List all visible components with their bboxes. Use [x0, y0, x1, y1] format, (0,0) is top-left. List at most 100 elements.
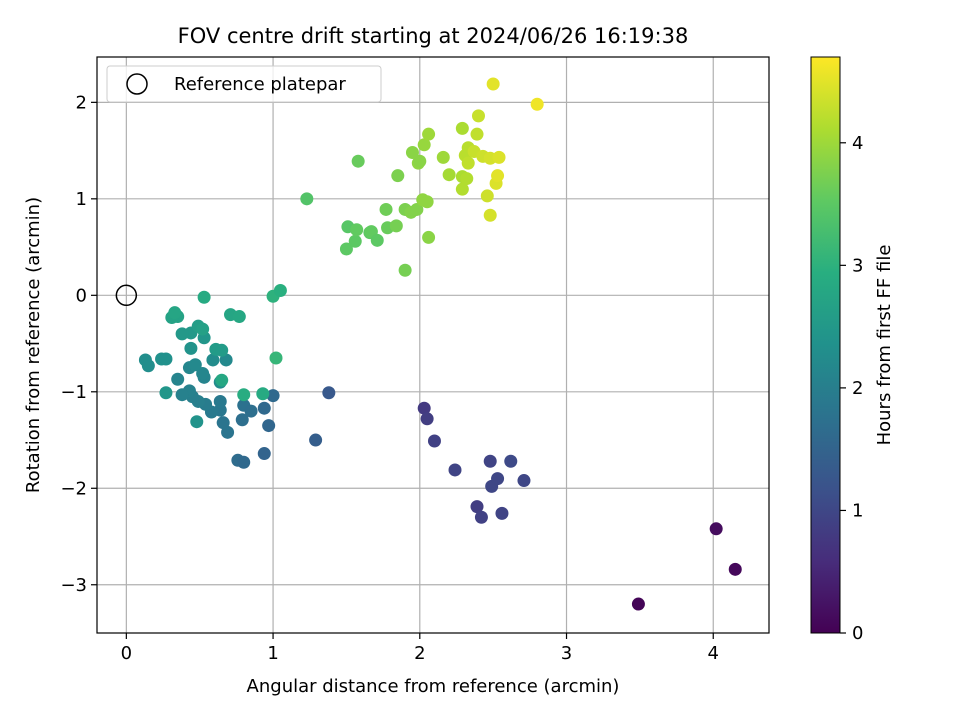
scatter-point [159, 352, 173, 366]
scatter-point [188, 358, 202, 372]
scatter-point [197, 290, 211, 304]
reference-platepar-marker [115, 284, 138, 307]
scatter-point [262, 419, 276, 433]
scatter-point [420, 412, 434, 426]
scatter-point [417, 138, 431, 152]
scatter-point [219, 353, 233, 367]
scatter-point [257, 447, 271, 461]
scatter-point [391, 169, 405, 183]
scatter-point [471, 109, 485, 123]
scatter-point [530, 97, 544, 111]
scatter-point [184, 341, 198, 355]
scatter-point [351, 154, 365, 168]
scatter-point [405, 146, 419, 160]
scatter-point [269, 351, 283, 365]
x-tick-label: 0 [121, 643, 132, 664]
scatter-point [436, 150, 450, 164]
scatter-point [348, 234, 362, 248]
scatter-point [232, 310, 246, 324]
colorbar-tick-label: 2 [852, 378, 863, 399]
colorbar-label: Hours from first FF file [874, 245, 895, 446]
scatter-point [474, 510, 488, 524]
y-tick-label: −2 [60, 478, 87, 499]
scatter-point [420, 195, 434, 209]
scatter-point [455, 121, 469, 135]
y-tick-label: −1 [60, 382, 87, 403]
x-tick-label: 1 [267, 643, 278, 664]
scatter-point [256, 387, 270, 401]
scatter-point [442, 168, 456, 182]
scatter-point [309, 433, 323, 447]
colorbar [810, 56, 841, 634]
scatter-point [237, 388, 251, 402]
legend-box [106, 65, 382, 103]
scatter-point [244, 404, 258, 418]
scatter-point [728, 562, 742, 576]
scatter-point [168, 306, 182, 320]
scatter-point [422, 127, 436, 141]
scatter-point [398, 263, 412, 277]
scatter-point [235, 413, 249, 427]
x-tick-label: 3 [561, 643, 572, 664]
scatter-point [410, 202, 424, 216]
y-tick-label: 2 [76, 92, 87, 113]
x-tick-label: 4 [708, 643, 719, 664]
scatter-point [483, 208, 497, 222]
axis-ticks: 0 1 2 3 4 −3 −2 −1 0 1 2 [60, 92, 719, 664]
scatter-point [709, 522, 723, 536]
scatter-point [221, 425, 235, 439]
scatter-point [215, 343, 229, 357]
scatter-point [350, 223, 364, 237]
scatter-point [216, 416, 230, 430]
scatter-point [300, 192, 314, 206]
scatter-point [470, 500, 484, 514]
scatter-point [517, 474, 531, 488]
colorbar-tick-label: 0 [852, 623, 863, 644]
scatter-point [175, 327, 189, 341]
colorbar-ticks: 0 1 2 3 4 [840, 133, 863, 644]
legend: Reference platepar [106, 65, 382, 103]
scatter-point [370, 233, 384, 247]
chart-title: FOV centre drift starting at 2024/06/26 … [178, 24, 689, 48]
scatter-point [491, 169, 505, 183]
scatter-point [504, 454, 518, 468]
scatter-point [491, 472, 505, 486]
scatter-point [190, 415, 204, 429]
scatter-point [237, 455, 251, 469]
y-tick-label: 0 [76, 285, 87, 306]
legend-marker-reference [126, 73, 148, 95]
scatter-point [206, 353, 220, 367]
colorbar-tick-label: 1 [852, 500, 863, 521]
scatter-point [339, 242, 353, 256]
scatter-point [422, 230, 436, 244]
scatter-point [486, 77, 500, 91]
colorbar-tick-label: 3 [852, 255, 863, 276]
scatter-point [427, 434, 441, 448]
scatter-point [266, 389, 280, 403]
scatter-point [379, 202, 393, 216]
scatter-point [631, 597, 645, 611]
scatter-point [461, 156, 475, 170]
scatter-point [273, 283, 287, 297]
scatter-point [257, 401, 271, 415]
scatter-point [213, 394, 227, 408]
scatter-point [492, 150, 506, 164]
scatter-point [495, 506, 509, 520]
scatter-point [389, 219, 403, 233]
scatter-point [455, 182, 469, 196]
scatter-point [480, 189, 494, 203]
y-tick-label: 1 [76, 189, 87, 210]
scatter-point [171, 372, 185, 386]
scatter-point [138, 353, 152, 367]
scatter-point [413, 154, 427, 168]
scatter-point [417, 401, 431, 415]
scatter-point [175, 388, 189, 402]
scatter-point [196, 366, 210, 380]
scatter-point [470, 127, 484, 141]
colorbar-tick-label: 4 [852, 133, 863, 154]
scatter-point [322, 386, 336, 400]
x-axis-label: Angular distance from reference (arcmin) [247, 676, 620, 697]
scatter-point [196, 322, 210, 336]
scatter-point [483, 454, 497, 468]
